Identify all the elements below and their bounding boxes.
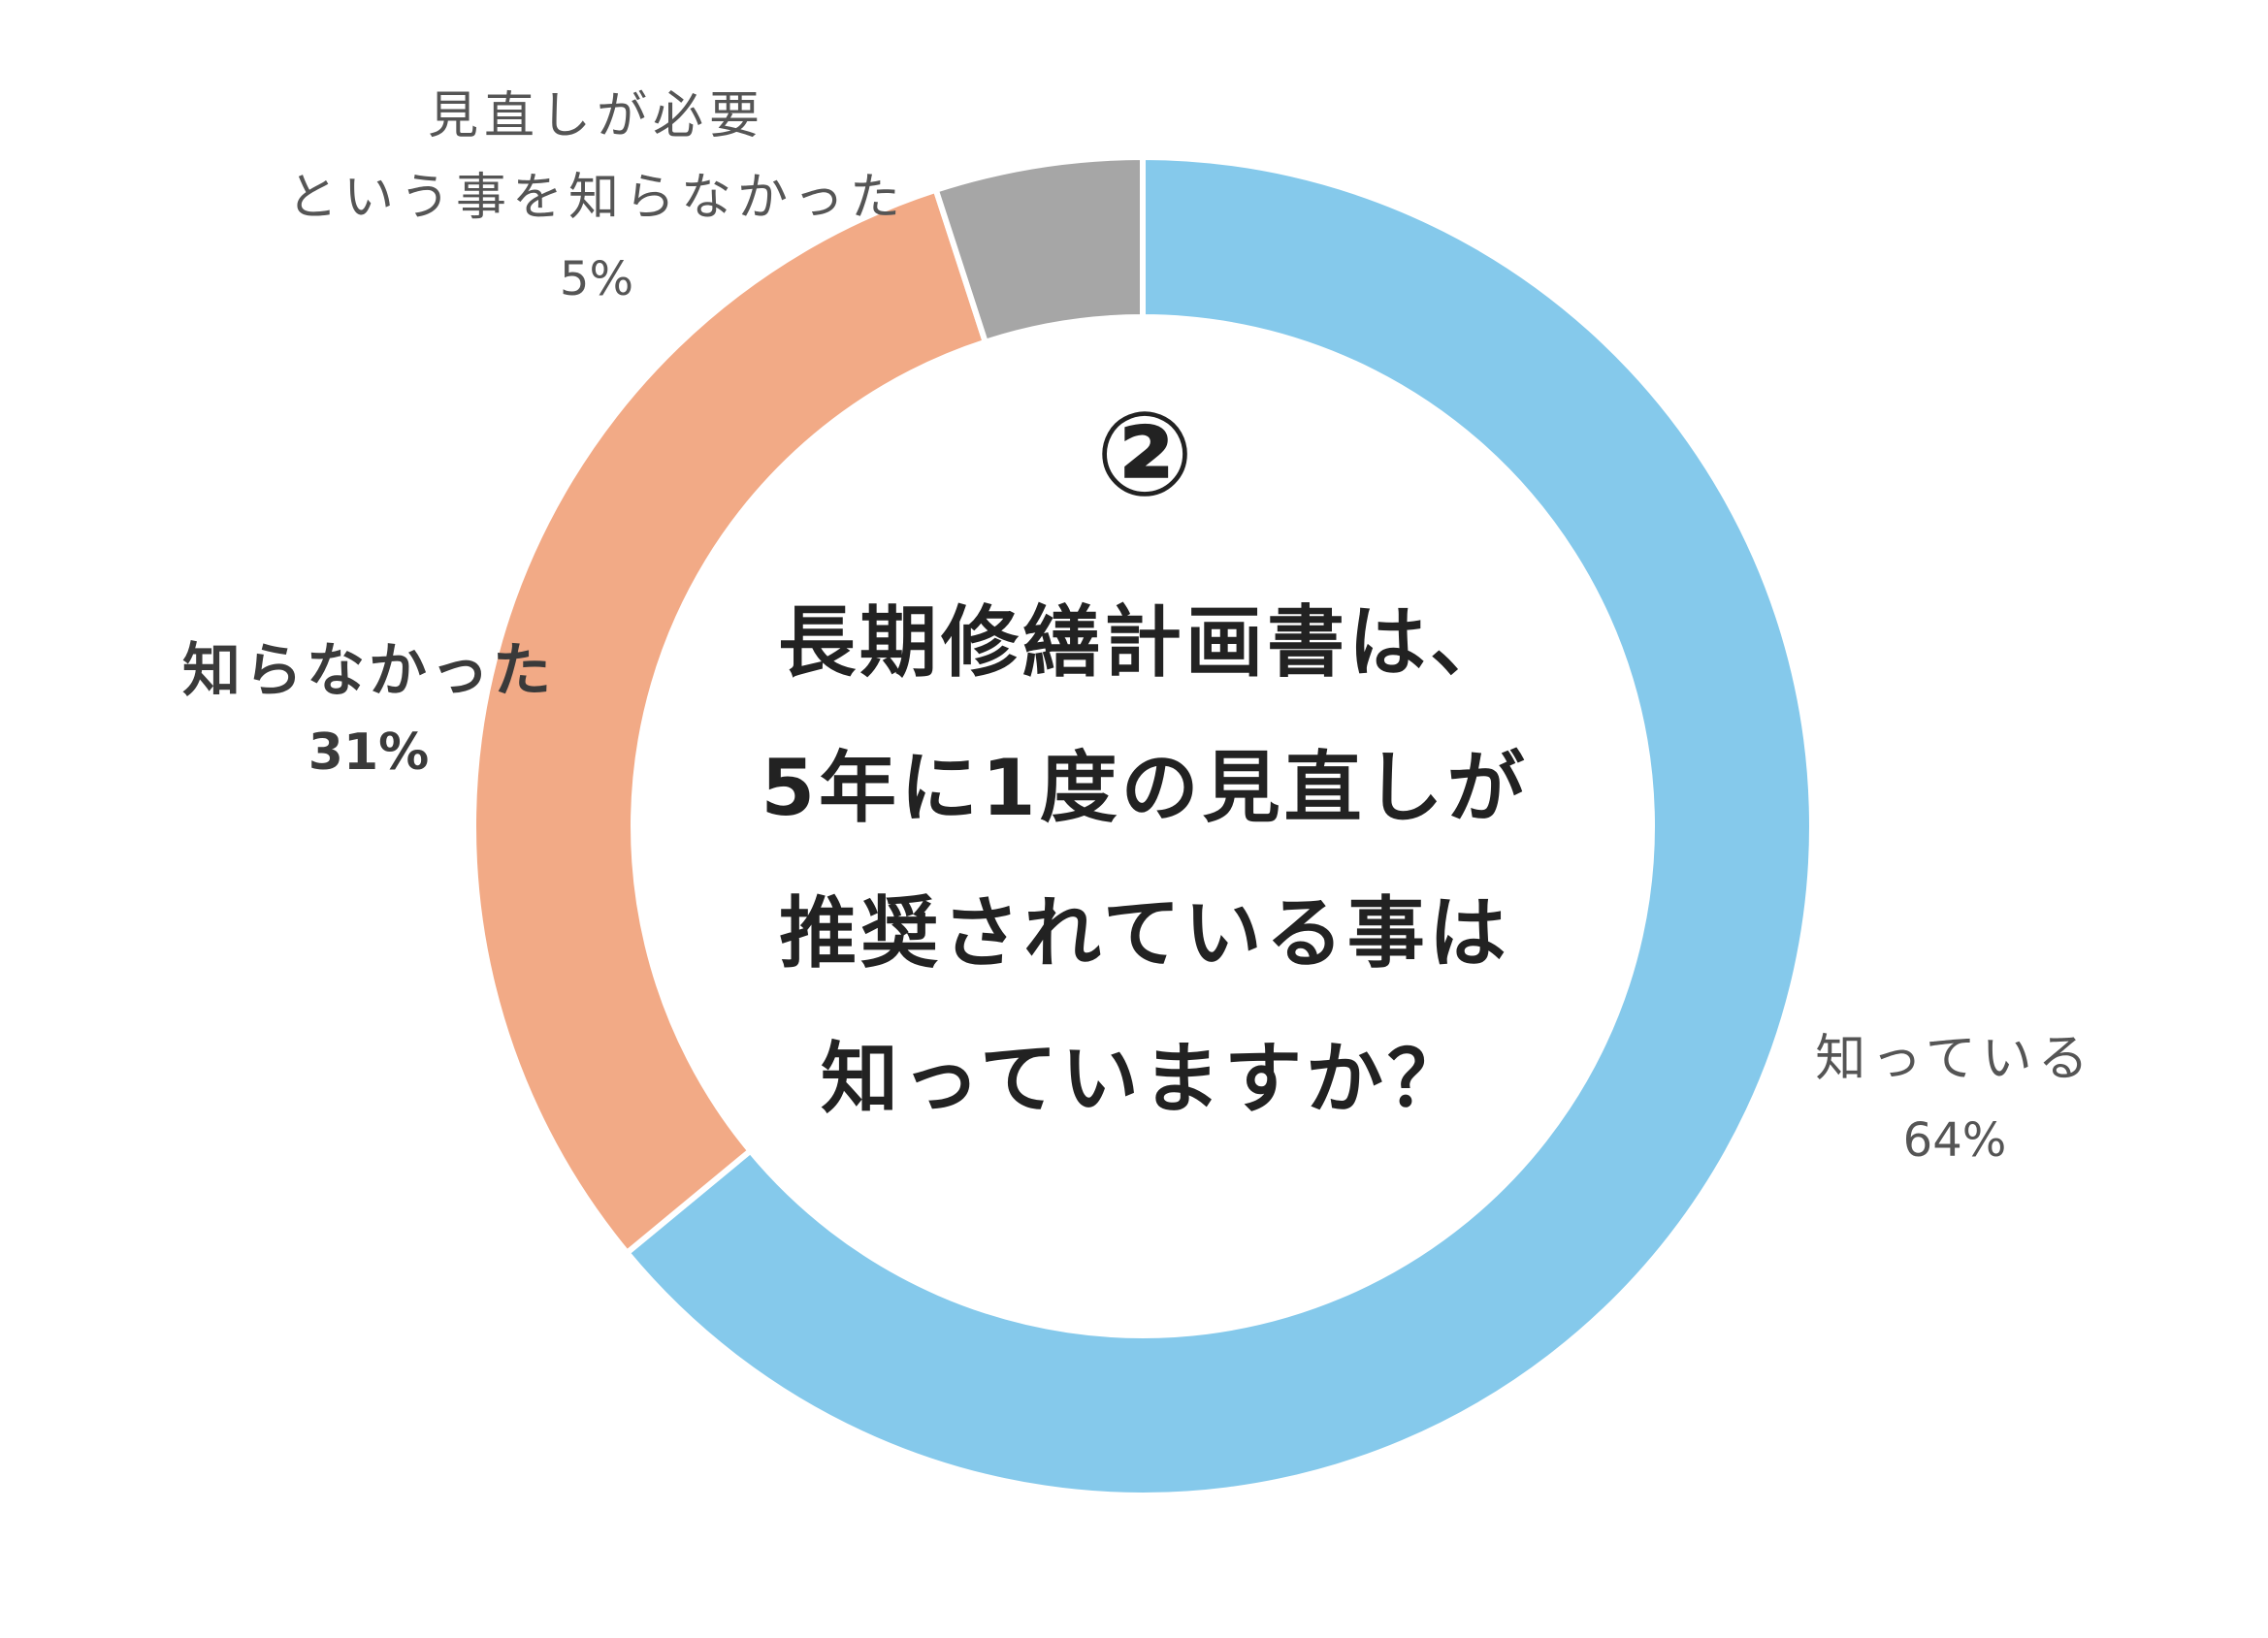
slice-unknown — [470, 185, 989, 1258]
label-unknown-pct: 31% — [308, 723, 430, 782]
question-line-3: 推奨されている事は — [779, 888, 1510, 979]
label-review-name-line2: という事を知らなかった — [286, 169, 906, 227]
label-known: 知っている 64% — [1722, 1018, 2187, 1181]
question-line-4: 知っていますか？ — [821, 1034, 1469, 1124]
question-line-2: 5年に1度の見直しが — [761, 743, 1529, 833]
question-line-1: 長期修繕計画書は、 — [778, 597, 1511, 688]
center-question: ② 長期修繕計画書は、 5年に1度の見直しが 推奨されている事は 知っていますか… — [660, 388, 1630, 1152]
label-unknown-name: 知らなかった — [182, 637, 555, 705]
label-review-name-line1: 見直しが必要 — [427, 87, 765, 145]
label-known-name: 知っている — [1815, 1030, 2094, 1088]
label-review: 見直しが必要 という事を知らなかった 5% — [213, 76, 980, 320]
slice-known — [623, 153, 1815, 1498]
slice-review — [931, 153, 1146, 346]
label-unknown: 知らなかった 31% — [116, 630, 621, 793]
label-known-pct: 64% — [1902, 1113, 2007, 1168]
question-number-mark: ② — [1095, 388, 1194, 523]
label-review-pct: 5% — [559, 252, 634, 306]
